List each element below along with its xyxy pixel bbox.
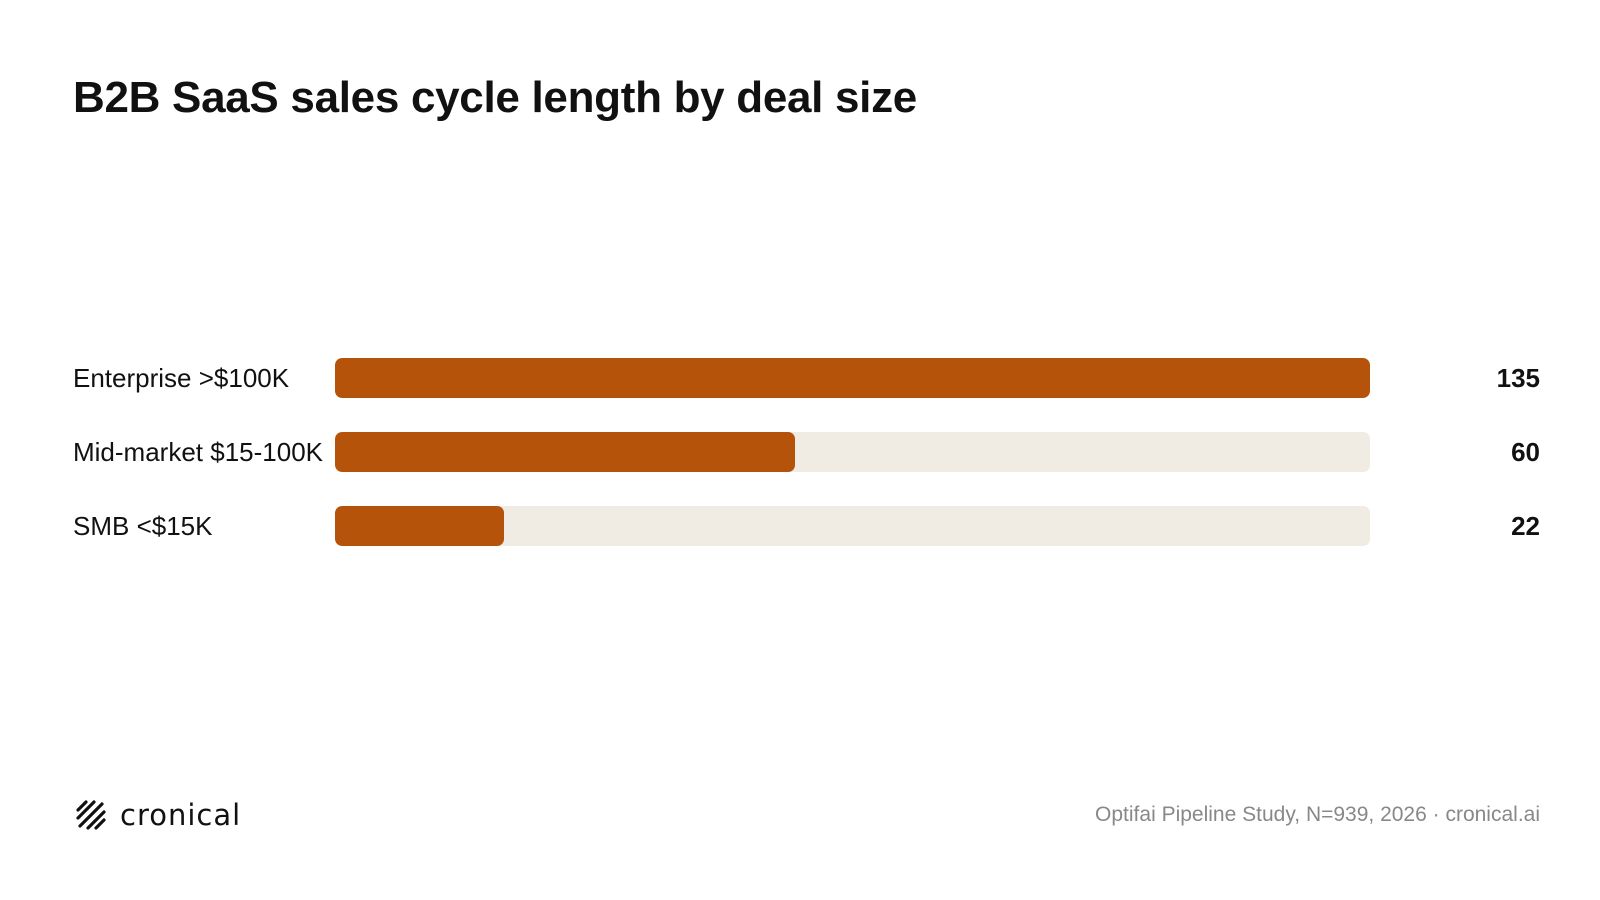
- bar-track: [335, 432, 1370, 472]
- bar-row: Mid-market $15-100K 60: [0, 432, 1600, 472]
- bar-track: [335, 358, 1370, 398]
- category-label: Enterprise >$100K: [73, 362, 290, 393]
- brand-logo: cronical: [76, 800, 241, 830]
- bar: [335, 432, 795, 472]
- bar: [335, 358, 1370, 398]
- chart-title: B2B SaaS sales cycle length by deal size: [73, 73, 917, 122]
- hatch-logo-icon: [76, 800, 106, 830]
- value-label: 135: [1496, 363, 1540, 393]
- source-note: Optifai Pipeline Study, N=939, 2026 · cr…: [1095, 803, 1540, 826]
- category-label: Mid-market $15-100K: [73, 436, 323, 467]
- category-label: SMB <$15K: [73, 510, 213, 541]
- bar-row: SMB <$15K 22: [0, 506, 1600, 546]
- bar-row: Enterprise >$100K 135: [0, 358, 1600, 398]
- bar-track: [335, 506, 1370, 546]
- brand-name: cronical: [120, 798, 242, 832]
- value-label: 22: [1511, 511, 1540, 541]
- bar: [335, 506, 504, 546]
- value-label: 60: [1511, 437, 1540, 467]
